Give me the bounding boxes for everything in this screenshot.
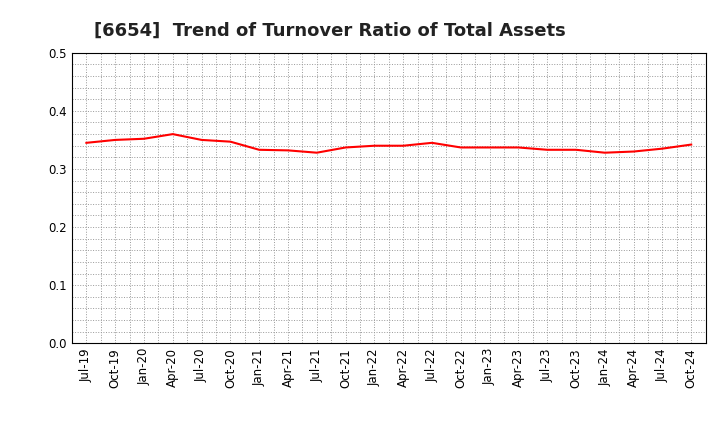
Text: [6654]  Trend of Turnover Ratio of Total Assets: [6654] Trend of Turnover Ratio of Total … bbox=[94, 22, 565, 40]
